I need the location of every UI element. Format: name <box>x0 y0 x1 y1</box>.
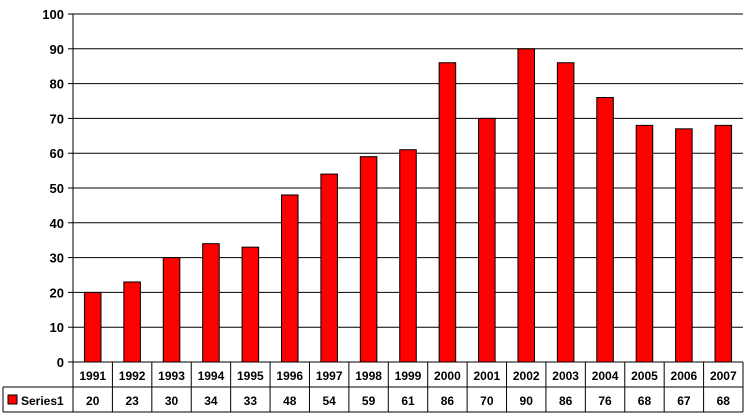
x-tick-label: 1998 <box>355 369 382 383</box>
y-tick-label: 0 <box>57 355 64 370</box>
bar-1999 <box>399 149 417 363</box>
data-label: 33 <box>244 394 258 408</box>
data-label: 76 <box>598 394 612 408</box>
y-tick-label: 60 <box>50 146 64 161</box>
legend-label: Series1 <box>21 394 64 408</box>
data-label: 23 <box>125 394 139 408</box>
data-label: 61 <box>401 394 415 408</box>
bar-1994 <box>202 243 220 363</box>
data-label: 30 <box>165 394 179 408</box>
data-label: 20 <box>86 394 100 408</box>
x-tick-label: 1991 <box>79 369 106 383</box>
data-label: 90 <box>520 394 534 408</box>
bar-1991 <box>83 291 102 363</box>
y-tick-label: 90 <box>50 42 64 57</box>
bar-1998 <box>359 156 378 363</box>
bar-2004 <box>596 97 614 363</box>
x-tick-label: 2003 <box>552 369 579 383</box>
x-tick-label: 1993 <box>158 369 185 383</box>
x-tick-label: 2001 <box>473 369 500 383</box>
y-tick-label: 80 <box>50 77 64 92</box>
bar-2007 <box>714 124 733 363</box>
data-label: 86 <box>441 394 455 408</box>
x-tick-label: 2002 <box>513 369 540 383</box>
x-tick-label: 1996 <box>276 369 303 383</box>
data-label: 54 <box>322 394 336 408</box>
x-tick-label: 2006 <box>671 369 698 383</box>
bar-2000 <box>438 62 457 363</box>
bar-1996 <box>280 194 299 363</box>
bar-1995 <box>241 246 260 363</box>
y-tick-label: 100 <box>42 7 64 22</box>
y-tick-label: 10 <box>50 320 64 335</box>
x-tick-label: 1995 <box>237 369 264 383</box>
bar-1993 <box>162 257 181 363</box>
x-tick-label: 1992 <box>119 369 146 383</box>
x-tick-label: 2004 <box>592 369 619 383</box>
y-tick-label: 30 <box>50 251 64 266</box>
bar-1997 <box>320 173 338 363</box>
x-tick-label: 2000 <box>434 369 461 383</box>
data-label: 67 <box>677 394 691 408</box>
data-label: 48 <box>283 394 297 408</box>
bar-2006 <box>675 128 693 363</box>
bar-2005 <box>635 124 654 363</box>
data-label: 70 <box>480 394 494 408</box>
x-tick-label: 1999 <box>395 369 422 383</box>
y-axis: 0 10 20 30 40 50 60 70 80 90 100 <box>42 7 74 370</box>
data-label: 68 <box>717 394 731 408</box>
y-tick-label: 40 <box>50 216 64 231</box>
bar-2002 <box>517 48 536 363</box>
data-table: 1991 20 1992 23 1993 30 1994 34 1995 33 1996 48 1997… <box>2 361 744 413</box>
data-label: 34 <box>204 394 218 408</box>
data-label: 86 <box>559 394 573 408</box>
data-label: 59 <box>362 394 376 408</box>
bar-2003 <box>556 62 575 363</box>
x-tick-label: 2005 <box>631 369 658 383</box>
y-tick-label: 20 <box>50 285 64 300</box>
y-tick-label: 50 <box>50 181 64 196</box>
y-tick-label: 70 <box>50 111 64 126</box>
legend-swatch <box>7 394 18 405</box>
bars <box>83 48 733 363</box>
x-tick-label: 2007 <box>710 369 737 383</box>
bar-2001 <box>478 117 496 363</box>
data-label: 68 <box>638 394 652 408</box>
x-tick-label: 1997 <box>316 369 343 383</box>
x-tick-label: 1994 <box>198 369 225 383</box>
bar-1992 <box>123 281 141 363</box>
